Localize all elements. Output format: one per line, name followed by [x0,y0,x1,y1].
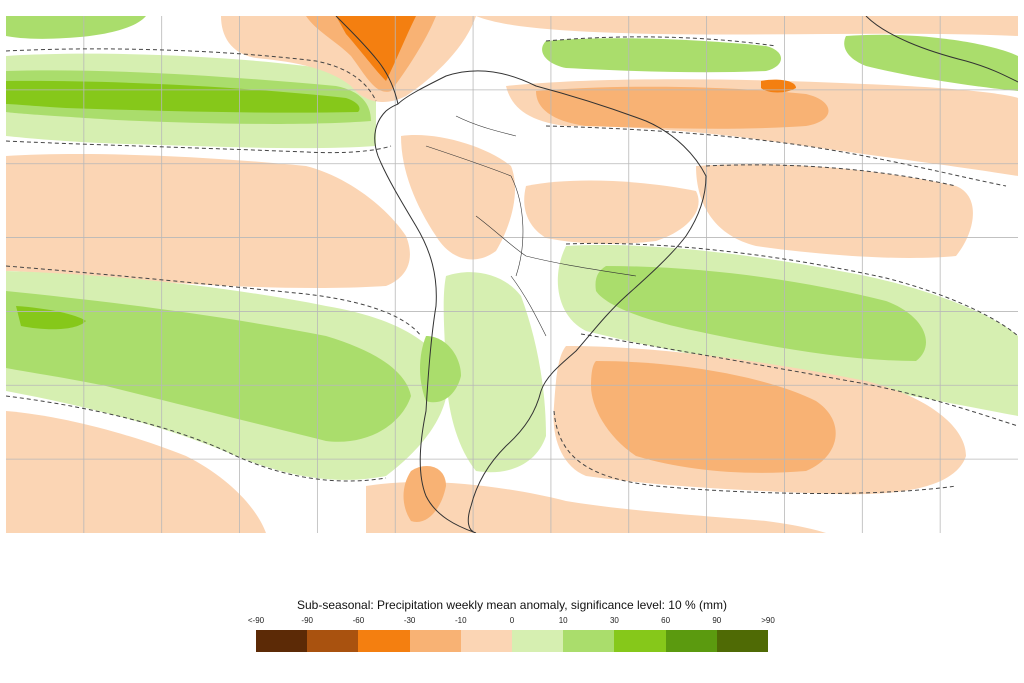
wet-strip-top-left [6,16,146,39]
legend-swatch [307,630,359,652]
dry-caribbean-strong [336,16,416,81]
dry-band-pacific-mid [6,154,410,289]
legend-swatch [409,630,461,652]
legend-tick-label: >90 [761,616,775,625]
legend-swatch [460,630,513,652]
legend-swatch [563,630,615,652]
wet-core-strong-north-pacific [6,80,360,113]
legend-tick-label: 60 [661,616,671,625]
wet-top-right [844,34,1018,91]
legend-swatch [512,630,564,652]
legend-tick-label: -90 [301,616,313,625]
dry-south-pacific-bottom [6,411,266,533]
precipitation-anomaly-map [6,16,1018,533]
legend-swatch [256,630,308,652]
south-america-coast [374,70,707,533]
legend-tick-label: <-90 [247,616,265,625]
lat-lon-grid [6,16,1018,533]
dry-east-atlantic [696,164,973,258]
legend-tick-label: -60 [352,616,365,625]
legend-tick-label: 30 [609,616,619,625]
legend-swatch [716,630,769,652]
legend-title: Sub-seasonal: Precipitation weekly mean … [297,598,727,612]
wet-core-south-atlantic [595,266,926,361]
dry-brazil-interior [524,180,699,244]
wet-core-south-pacific [6,291,411,442]
wet-argentina [443,272,546,473]
legend-tick-labels: <-90 -90 -60 -30 -10 0 10 30 60 90 >90 [248,616,775,628]
coastlines [335,16,1018,533]
legend-swatch [665,630,717,652]
dry-south-atlantic-core [591,361,836,473]
legend-swatch [358,630,410,652]
anomaly-fields [6,16,1018,533]
legend-tick-label: 0 [509,616,515,625]
legend-tick-label: 10 [558,616,568,625]
dry-patagonia-south [366,481,826,533]
wet-atlantic-north [542,38,781,73]
dry-top-right [476,16,1018,36]
legend-tick-label: -30 [403,616,416,625]
dry-andes-interior [401,135,516,260]
map-svg [6,16,1018,533]
legend-swatch [614,630,666,652]
country-borders [425,115,637,337]
legend-tick-label: -10 [455,616,467,625]
central-america-coast [335,16,399,105]
legend-tick-label: 90 [712,616,722,625]
legend-colorbar [256,630,769,652]
africa-coast [865,16,1018,83]
significance-contours [6,36,1018,494]
dry-equatorial-atlantic-core [536,86,829,129]
dry-equatorial-atlantic-strong [761,79,796,93]
